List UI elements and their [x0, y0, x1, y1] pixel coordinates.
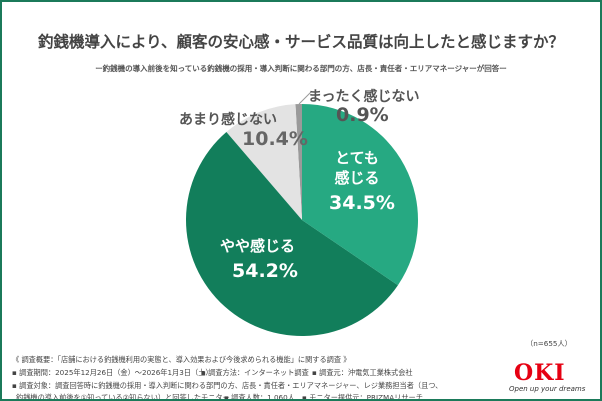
pie-slice-3 — [295, 104, 302, 220]
footer-target: ▪ 調査対象：調査回答時に釣銭機の採用・導入判断に関わる部門の方、店長・責任者・… — [12, 381, 443, 390]
footer-target-cont: 釣銭機の導入前後を①知っている②知らない）と回答したモニター — [16, 393, 230, 401]
pie-slice-1 — [185, 132, 398, 337]
pie-slice-0 — [302, 104, 418, 286]
chart-subtitle: ー釣銭機の導入前後を知っている釣銭機の採用・導入判断に関わる部門の方、店長・責任… — [95, 64, 507, 73]
value-totemo: 34.5% — [329, 192, 395, 214]
footer-count: ▪ 調査人数：1,060人 — [224, 393, 295, 401]
oki-logo: OKI — [514, 360, 566, 386]
label-yaya: やや感じる — [220, 237, 296, 255]
value-mattaku: 0.9% — [336, 104, 389, 126]
footer-method: ▪ 調査方法：インターネット調査 — [201, 368, 309, 377]
leader-line — [298, 91, 312, 105]
value-yaya: 54.2% — [232, 260, 298, 282]
label-mattaku: まったく感じない — [308, 89, 420, 105]
label-totemo: とても感じる — [334, 149, 380, 187]
footer-source: ▪ 調査元：沖電気工業株式会社 — [312, 368, 413, 377]
label-amari: あまり感じない — [179, 112, 277, 128]
logo-tagline: Open up your dreams — [509, 385, 586, 393]
chart-title: 釣銭機導入により、顧客の安心感・サービス品質は向上したと感じますか？ — [37, 33, 565, 51]
value-amari: 10.4% — [242, 128, 308, 150]
sample-size: （n=655人） — [526, 339, 572, 348]
footer-period: ▪ 調査期間：2025年12月26日（金）～2026年1月3日（土） — [12, 368, 213, 377]
footer-line1: 《 調査概要：「店舗における釣銭機利用の実態と、導入効果および今後求められる機能… — [12, 355, 351, 364]
footer-provider: ▪ モニター提供元：PRIZMAリサーチ — [302, 393, 423, 401]
pie-slice-2 — [226, 104, 302, 220]
